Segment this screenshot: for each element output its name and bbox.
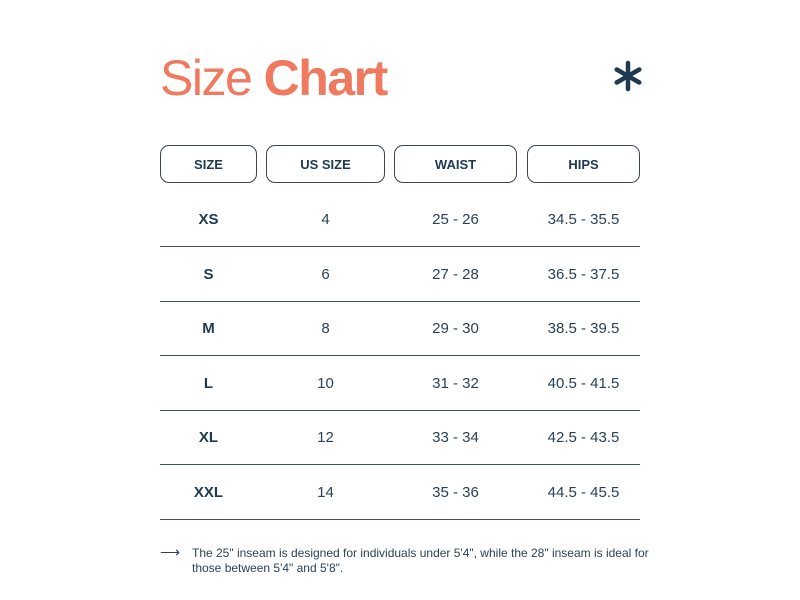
cell-size: L <box>203 374 214 392</box>
cell-size: XXL <box>193 484 224 501</box>
header-size: SIZE <box>160 145 257 183</box>
table-row: S 6 27 - 28 36.5 - 37.5 <box>160 248 640 302</box>
cell-size: S <box>203 265 214 283</box>
cell-waist: 33 - 34 <box>432 429 479 447</box>
cell-us-size: 10 <box>317 374 334 392</box>
cell-hips: 42.5 - 43.5 <box>547 429 620 447</box>
title-bold: Chart <box>263 50 389 106</box>
cell-waist: 31 - 32 <box>432 374 479 392</box>
table-row: M 8 29 - 30 38.5 - 39.5 <box>160 302 640 357</box>
cell-waist: 35 - 36 <box>432 484 479 501</box>
cell-size: XL <box>198 429 219 447</box>
page-title: Size Chart <box>160 48 389 108</box>
header-hips: HIPS <box>527 145 640 183</box>
arrow-right-icon: ⟶ <box>160 544 181 560</box>
table-row: XL 12 33 - 34 42.5 - 43.5 <box>160 411 640 466</box>
cell-us-size: 4 <box>321 211 330 228</box>
header-waist: WAIST <box>394 145 517 183</box>
cell-us-size: 12 <box>317 429 334 447</box>
cell-hips: 40.5 - 41.5 <box>547 374 620 392</box>
note-text: The 25" inseam is designed for individua… <box>192 546 649 575</box>
cell-us-size: 6 <box>321 265 330 283</box>
table-row: XXL 14 35 - 36 44.5 - 45.5 <box>160 466 640 520</box>
cell-hips: 44.5 - 45.5 <box>547 484 620 501</box>
cell-hips: 38.5 - 39.5 <box>547 320 620 338</box>
cell-us-size: 8 <box>321 320 330 338</box>
cell-waist: 29 - 30 <box>432 320 479 338</box>
cell-size: XS <box>198 211 219 228</box>
cell-size: M <box>202 320 215 338</box>
cell-us-size: 14 <box>317 484 334 501</box>
cell-waist: 25 - 26 <box>432 211 479 228</box>
cell-hips: 36.5 - 37.5 <box>547 265 620 283</box>
asterisk-icon <box>614 60 642 92</box>
table-row: XS 4 25 - 26 34.5 - 35.5 <box>160 193 640 247</box>
cell-hips: 34.5 - 35.5 <box>547 211 620 228</box>
table-row: L 10 31 - 32 40.5 - 41.5 <box>160 357 640 411</box>
title-light: Size <box>160 50 253 106</box>
header-us-size: US SIZE <box>266 145 385 183</box>
cell-waist: 27 - 28 <box>432 265 479 283</box>
